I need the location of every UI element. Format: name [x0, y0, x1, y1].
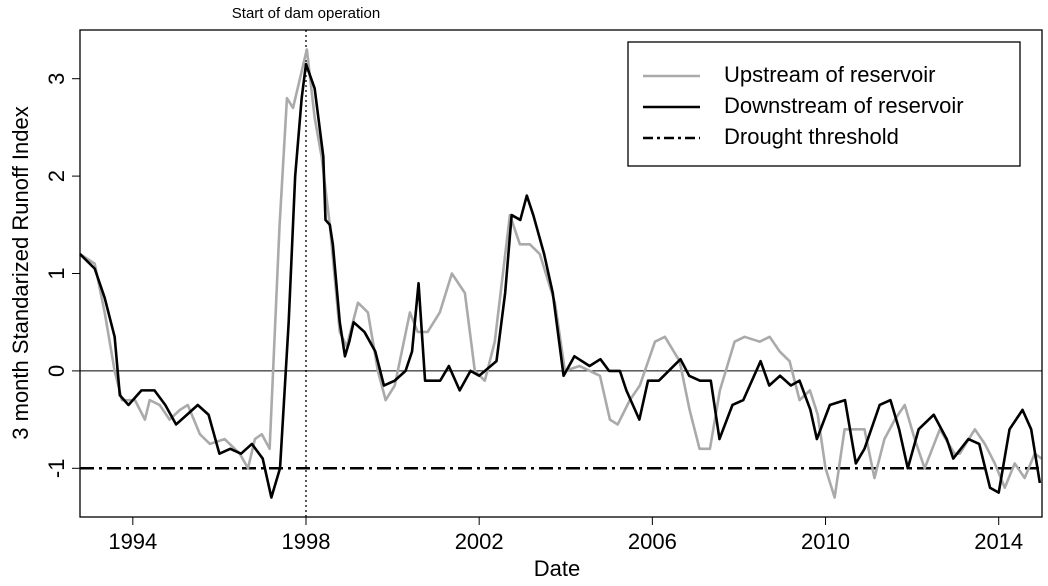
y-axis-label: 3 month Standarized Runoff Index [8, 106, 33, 439]
series-line [79, 48, 1043, 499]
legend-box [627, 41, 1021, 167]
x-tick-label: 2006 [628, 529, 677, 554]
y-tick-label: -1 [44, 459, 69, 479]
x-tick-label: 1998 [282, 529, 331, 554]
x-tick-label: 2014 [974, 529, 1023, 554]
y-tick-label: 1 [44, 267, 69, 279]
series-line [79, 62, 1042, 499]
legend-label: Drought threshold [724, 124, 899, 149]
y-tick-label: 0 [44, 365, 69, 377]
legend-label: Upstream of reservoir [724, 62, 936, 87]
x-tick-label: 2002 [455, 529, 504, 554]
x-axis-label: Date [534, 556, 580, 581]
annotation: Start of dam operation [232, 5, 380, 22]
legend-label: Downstream of reservoir [724, 93, 964, 118]
x-tick-label: 1994 [108, 529, 157, 554]
y-tick-label: 2 [44, 170, 69, 182]
x-tick-label: 2010 [801, 529, 850, 554]
plot-frame [79, 29, 1043, 518]
y-tick-label: 3 [44, 73, 69, 85]
